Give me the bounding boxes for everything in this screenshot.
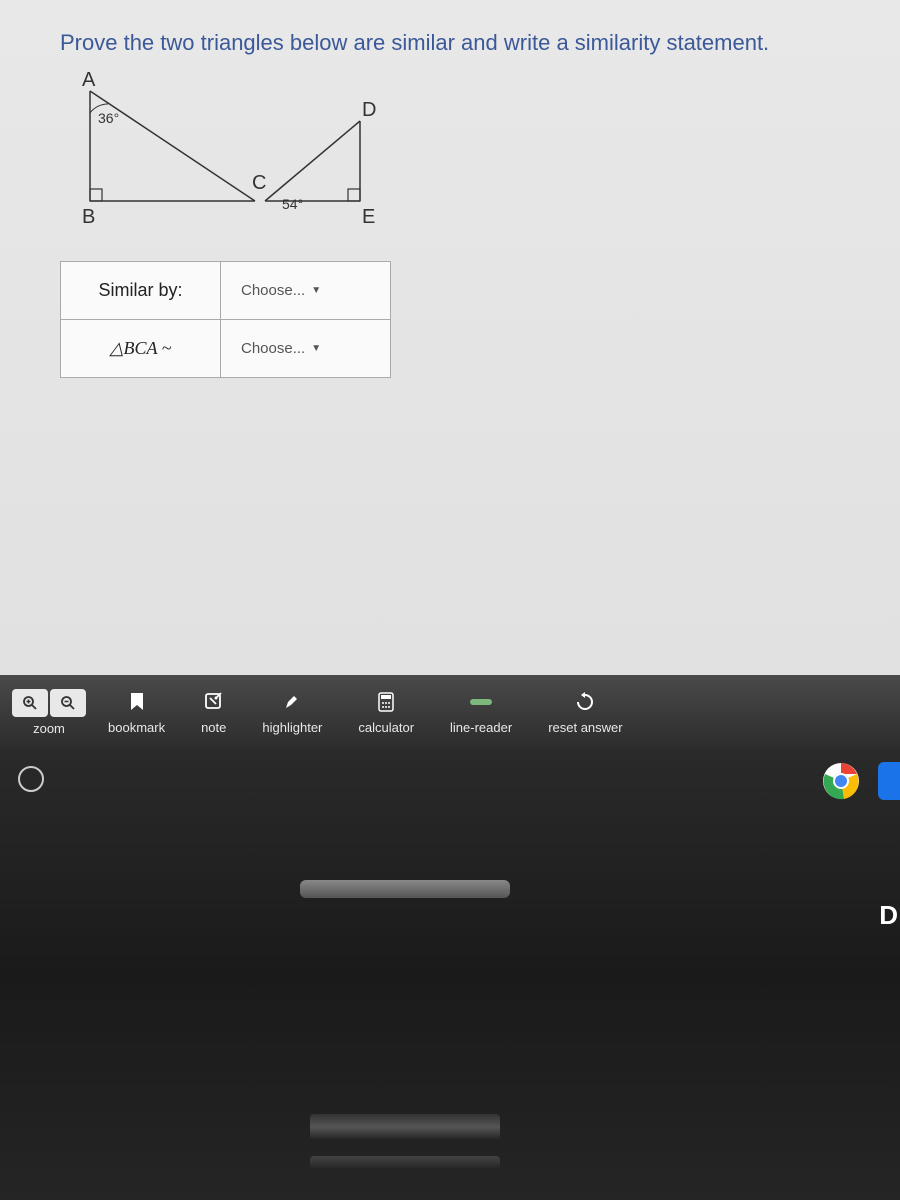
similar-by-dropdown[interactable]: Choose... ▼ <box>241 282 370 299</box>
zoom-out-icon <box>60 695 76 711</box>
laptop-body: D <box>0 750 900 1200</box>
zoom-in-icon <box>22 695 38 711</box>
screen-content-area: Prove the two triangles below are simila… <box>0 0 900 750</box>
bookmark-label: bookmark <box>108 720 165 735</box>
label-B: B <box>82 206 95 228</box>
highlighter-label: highlighter <box>262 720 322 735</box>
label-E: E <box>362 206 375 228</box>
angle-54: 54° <box>282 196 303 212</box>
calculator-icon <box>377 690 395 714</box>
laptop-hinge-lower <box>310 1156 500 1170</box>
caret-down-icon: ▼ <box>311 285 321 296</box>
bookmark-tool[interactable]: bookmark <box>94 690 179 735</box>
note-icon <box>204 690 224 714</box>
laptop-hinge <box>310 1114 500 1140</box>
reset-icon <box>575 690 595 714</box>
chrome-icon <box>822 762 860 800</box>
line-reader-label: line-reader <box>450 720 512 735</box>
row2-label: △BCA ~ <box>61 320 221 378</box>
similarity-statement-value: Choose... <box>241 340 305 357</box>
label-A: A <box>82 71 96 91</box>
answer-table: Similar by: Choose... ▼ △BCA ~ Choose...… <box>60 261 391 378</box>
reset-label: reset answer <box>548 720 622 735</box>
similarity-statement-dropdown[interactable]: Choose... ▼ <box>241 340 370 357</box>
trackpad-edge <box>300 880 510 898</box>
d-indicator: D <box>879 900 898 931</box>
note-label: note <box>201 720 226 735</box>
zoom-in-button[interactable] <box>12 689 48 717</box>
bottom-toolbar: zoom bookmark note highlighter <box>0 675 900 750</box>
zoom-tool-group: zoom <box>12 689 86 736</box>
calculator-label: calculator <box>358 720 414 735</box>
row1-label: Similar by: <box>61 262 221 320</box>
zoom-label: zoom <box>33 721 65 736</box>
zoom-out-button[interactable] <box>50 689 86 717</box>
highlighter-tool[interactable]: highlighter <box>248 690 336 735</box>
line-reader-icon <box>469 690 493 714</box>
highlighter-icon <box>282 690 302 714</box>
similar-by-value: Choose... <box>241 282 305 299</box>
bookmark-icon <box>129 690 145 714</box>
note-tool[interactable]: note <box>187 690 240 735</box>
question-content: Prove the two triangles below are simila… <box>0 0 900 680</box>
label-D: D <box>362 99 376 121</box>
partial-app-icon <box>878 762 900 800</box>
label-C: C <box>252 172 266 194</box>
line-reader-tool[interactable]: line-reader <box>436 690 526 735</box>
angle-36: 36° <box>98 110 119 126</box>
caret-down-icon: ▼ <box>311 343 321 354</box>
triangle-diagram: A 36° B C 54° D E <box>60 71 420 236</box>
calculator-tool[interactable]: calculator <box>344 690 428 735</box>
question-prompt: Prove the two triangles below are simila… <box>60 30 850 56</box>
reset-answer-tool[interactable]: reset answer <box>534 690 636 735</box>
circle-indicator <box>18 766 44 792</box>
